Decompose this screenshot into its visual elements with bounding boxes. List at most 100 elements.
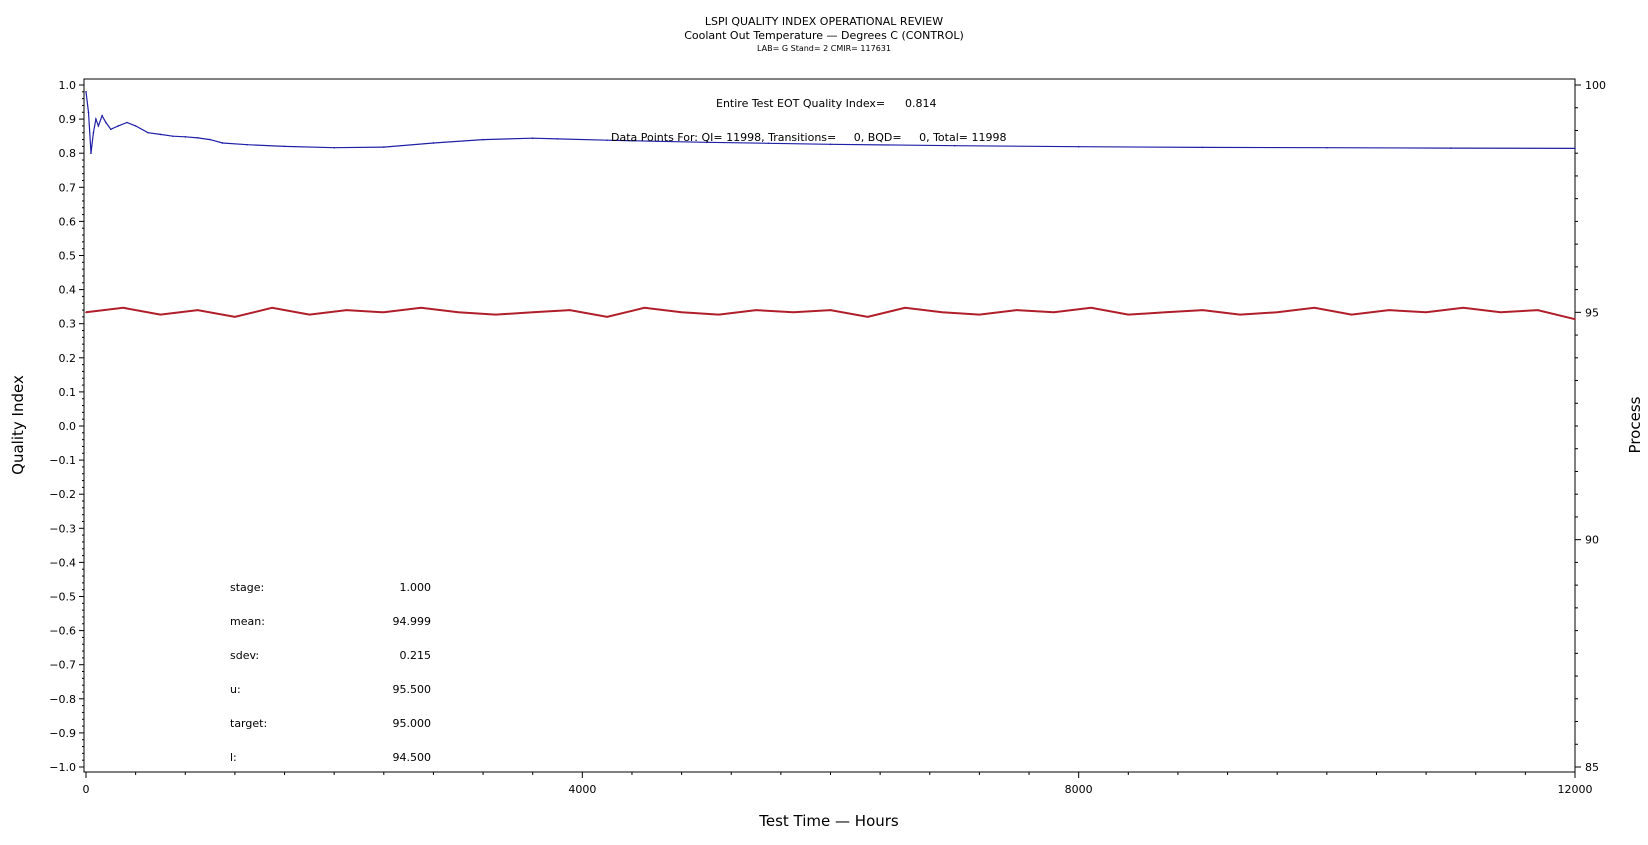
y-left-axis-title: Quality Index [9, 375, 27, 475]
data-point [345, 309, 348, 311]
y-left-tick-label: 0.5 [59, 250, 77, 263]
y-right-axis-title: Process [1626, 396, 1644, 453]
annotation-eot-value: 0.814 [905, 97, 937, 110]
data-point [1574, 318, 1576, 320]
data-point [184, 136, 187, 138]
chart-subtitle: Coolant Out Temperature — Degrees C (CON… [684, 29, 964, 42]
y-left-tick-label: 0.0 [59, 420, 77, 433]
data-point [1090, 306, 1092, 309]
data-point [1053, 311, 1055, 314]
y-left-tick-label: 0.4 [59, 284, 77, 297]
x-tick-label: 8000 [1065, 783, 1093, 796]
y-left-tick-label: 0.8 [59, 147, 77, 160]
y-right-tick-label: 100 [1585, 79, 1606, 92]
data-point [1450, 147, 1452, 149]
data-point [159, 313, 162, 316]
data-point [420, 306, 422, 309]
data-point [606, 139, 608, 142]
data-point [97, 125, 100, 127]
data-point [1388, 309, 1390, 311]
data-point [234, 316, 236, 318]
y-left-tick-label: 0.1 [59, 386, 77, 399]
stat-value: 0.215 [400, 649, 432, 662]
data-point [90, 152, 92, 154]
data-point [1326, 146, 1328, 149]
stat-label: l: [230, 751, 237, 764]
y-left-tick-label: 0.2 [59, 352, 77, 365]
data-point [718, 313, 720, 316]
data-point [655, 140, 658, 143]
data-point [1276, 311, 1278, 314]
y-left-tick-label: −0.3 [49, 522, 76, 535]
data-point [308, 313, 311, 316]
data-point [1015, 309, 1018, 311]
data-point [271, 306, 273, 309]
stats-block: stage: 1.000 mean: 94.999 sdev: 0.215 u: 95.500… [230, 581, 431, 764]
data-point [705, 141, 708, 144]
data-point [531, 137, 534, 139]
data-point [792, 311, 795, 314]
data-point [904, 306, 906, 309]
stat-label: u: [230, 683, 241, 696]
data-point [283, 145, 286, 148]
series-2 [85, 306, 1576, 321]
stat-label: mean: [230, 615, 265, 628]
data-point [147, 131, 149, 134]
chart-subtitle-2: LAB= G Stand= 2 CMIR= 117631 [757, 44, 891, 53]
y-left-tick-label: −0.2 [49, 488, 76, 501]
data-point [159, 133, 162, 136]
x-tick-label: 4000 [568, 783, 596, 796]
x-axis-title: Test Time — Hours [758, 812, 899, 830]
y-left-tick-label: −1.0 [49, 761, 76, 774]
data-point [126, 121, 128, 124]
data-point [432, 142, 435, 144]
data-point [953, 144, 956, 147]
data-point [941, 311, 943, 314]
data-point [556, 138, 559, 140]
data-point [829, 309, 832, 311]
data-point [122, 306, 125, 309]
y-left-tick-label: −0.9 [49, 727, 76, 740]
data-point [101, 114, 103, 117]
data-point [680, 311, 683, 314]
data-point [105, 121, 107, 124]
data-point [978, 313, 981, 316]
plot-frame [83, 78, 1576, 773]
data-point [755, 309, 757, 311]
data-point [1462, 306, 1465, 309]
series-line [85, 91, 1576, 154]
stat-value: 94.500 [393, 751, 432, 764]
data-point [1425, 311, 1427, 314]
y-left-tick-label: 0.6 [59, 215, 77, 228]
data-point [92, 131, 95, 134]
data-point [482, 138, 484, 141]
y-right-tick-label: 85 [1585, 761, 1599, 774]
stat-label: target: [230, 717, 267, 730]
y-right-tick-label: 95 [1585, 306, 1599, 319]
data-point [209, 138, 211, 141]
data-point [569, 309, 571, 311]
data-point [134, 125, 137, 127]
data-point [1239, 313, 1241, 316]
data-point [221, 142, 224, 144]
y-left-tick-label: −0.6 [49, 625, 76, 638]
data-point [1536, 309, 1539, 311]
data-point [866, 316, 869, 318]
y-left-tick-label: −0.1 [49, 454, 76, 467]
data-point [1574, 147, 1576, 150]
y-right-tick-label: 90 [1585, 534, 1599, 547]
axis-ticks: 1.0 0.9 0.8 0.7 0.6 0.5 0.4 0.3 0.2 0.1 0.0 −0.1 −0.… [49, 79, 1606, 796]
data-point [494, 313, 497, 316]
data-point [1201, 309, 1204, 311]
data-point [333, 146, 335, 149]
stat-value: 95.000 [393, 717, 432, 730]
data-point [643, 306, 646, 309]
annotation-data-points: Data Points For: QI= 11998, Transitions=… [611, 131, 1006, 144]
data-point [95, 118, 97, 120]
y-left-tick-label: −0.8 [49, 693, 76, 706]
data-point [1164, 311, 1167, 314]
x-tick-label: 0 [83, 783, 90, 796]
stat-value: 95.500 [393, 683, 432, 696]
data-point [196, 309, 199, 311]
chart-title: LSPI QUALITY INDEX OPERATIONAL REVIEW [705, 15, 943, 28]
